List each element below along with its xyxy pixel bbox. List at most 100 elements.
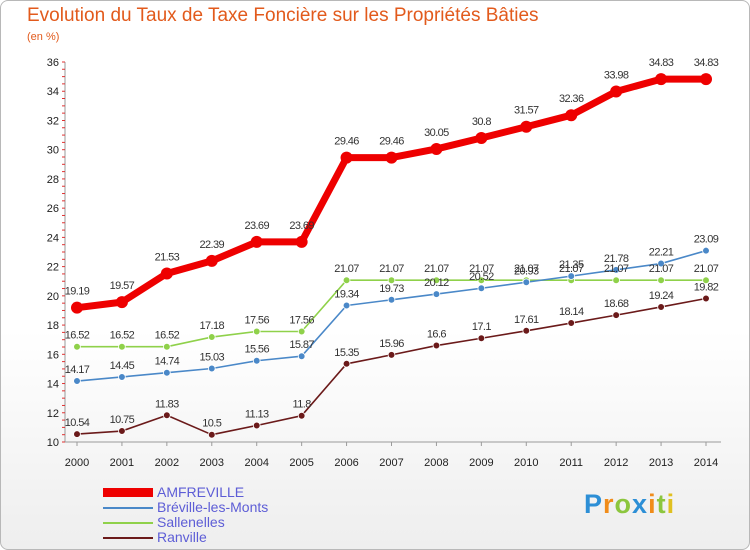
- data-label-3: 10.5: [202, 418, 221, 430]
- data-label-2: 16.52: [65, 330, 90, 342]
- data-point-1: [387, 295, 396, 304]
- data-point-0: [160, 267, 173, 280]
- y-tick-label: 36: [47, 57, 59, 69]
- data-label-0: 34.83: [694, 57, 719, 69]
- data-point-3: [297, 411, 306, 420]
- data-point-2: [657, 276, 665, 285]
- data-label-1: 22.21: [649, 247, 674, 259]
- y-tick-label: 20: [47, 291, 59, 303]
- x-tick-label: 2002: [155, 457, 179, 469]
- data-label-1: 21.35: [559, 259, 584, 271]
- data-label-1: 15.03: [200, 351, 225, 363]
- logo-letter: r: [603, 489, 615, 519]
- data-label-2: 16.52: [155, 330, 180, 342]
- proxiti-logo: Proxiti: [584, 489, 675, 520]
- data-label-2: 21.07: [469, 263, 494, 275]
- x-tick-label: 2010: [514, 457, 538, 469]
- data-point-1: [297, 352, 306, 361]
- data-point-1: [252, 356, 261, 365]
- data-point-1: [342, 301, 351, 310]
- data-point-2: [342, 276, 351, 285]
- data-label-0: 19.19: [65, 286, 90, 298]
- logo-letter: t: [656, 489, 667, 519]
- data-label-1: 14.74: [155, 356, 180, 368]
- y-tick-label: 22: [47, 262, 59, 274]
- y-tick-label: 12: [47, 408, 59, 420]
- x-tick-label: 2004: [244, 457, 268, 469]
- data-point-2: [252, 327, 261, 336]
- data-label-0: 31.57: [514, 105, 539, 117]
- data-point-1: [657, 259, 665, 268]
- data-point-0: [115, 296, 128, 309]
- data-point-3: [163, 411, 171, 420]
- y-tick-label: 24: [47, 232, 59, 244]
- data-point-0: [430, 142, 443, 155]
- data-label-2: 21.07: [379, 263, 404, 275]
- chart-title: Evolution du Taux de Taxe Foncière sur l…: [27, 5, 539, 26]
- logo-letter: o: [614, 489, 633, 519]
- legend-label-amfreville: AMFREVILLE: [157, 484, 245, 500]
- y-tick-label: 26: [47, 203, 59, 215]
- data-label-3: 11.83: [155, 398, 179, 410]
- data-label-3: 10.75: [110, 414, 135, 426]
- data-point-2: [432, 276, 441, 285]
- data-point-2: [612, 276, 620, 285]
- data-point-0: [340, 151, 353, 164]
- data-point-0: [700, 73, 712, 86]
- data-label-3: 19.82: [694, 281, 719, 293]
- data-label-1: 14.17: [65, 364, 90, 376]
- y-tick-label: 34: [47, 86, 59, 98]
- x-tick-label: 2008: [424, 457, 448, 469]
- legend-swatch-ranville: [103, 536, 153, 539]
- y-tick-label: 16: [47, 349, 59, 361]
- data-label-3: 15.96: [379, 338, 404, 350]
- data-label-0: 22.39: [200, 239, 225, 251]
- data-point-2: [702, 276, 710, 285]
- data-point-1: [73, 377, 81, 385]
- data-label-3: 15.35: [334, 347, 359, 359]
- legend-item-ranville: Ranville: [103, 530, 268, 545]
- y-tick-label: 28: [47, 174, 59, 186]
- data-point-0: [475, 132, 488, 144]
- data-label-1: 20.12: [424, 277, 449, 289]
- data-label-0: 34.83: [649, 57, 674, 69]
- data-label-1: 19.34: [334, 288, 359, 300]
- x-tick-label: 2001: [110, 457, 134, 469]
- data-point-1: [522, 278, 531, 287]
- logo-letter: i: [648, 489, 657, 519]
- data-label-2: 21.07: [649, 263, 674, 275]
- data-label-1: 15.87: [289, 339, 314, 351]
- data-point-1: [432, 290, 441, 298]
- logo-letter: x: [632, 489, 649, 519]
- data-label-3: 18.14: [559, 306, 584, 318]
- data-label-0: 30.05: [424, 127, 449, 139]
- data-label-3: 19.24: [649, 290, 674, 302]
- data-label-2: 21.07: [559, 263, 584, 275]
- data-label-1: 14.45: [110, 360, 135, 372]
- data-label-2: 17.56: [289, 315, 314, 327]
- data-label-3: 16.6: [427, 329, 446, 341]
- data-point-1: [477, 284, 486, 293]
- data-point-2: [163, 342, 171, 351]
- data-point-3: [387, 351, 396, 359]
- legend-label-breville: Bréville-les-Monts: [157, 499, 269, 515]
- data-point-3: [522, 326, 531, 335]
- data-point-2: [477, 276, 486, 285]
- data-point-0: [520, 120, 533, 133]
- data-label-3: 17.1: [472, 321, 491, 333]
- y-tick-label: 18: [47, 320, 59, 332]
- data-point-0: [655, 73, 668, 86]
- data-point-0: [565, 109, 578, 122]
- data-point-1: [118, 373, 126, 381]
- data-label-1: 19.73: [379, 283, 404, 295]
- data-point-3: [342, 360, 351, 368]
- data-point-3: [207, 430, 216, 439]
- data-label-3: 17.61: [514, 314, 539, 326]
- data-point-0: [71, 301, 83, 314]
- data-point-3: [657, 303, 665, 311]
- x-tick-label: 2006: [334, 457, 358, 469]
- data-label-1: 23.09: [694, 234, 719, 246]
- x-tick-label: 2000: [65, 457, 89, 469]
- data-label-2: 21.07: [604, 263, 629, 275]
